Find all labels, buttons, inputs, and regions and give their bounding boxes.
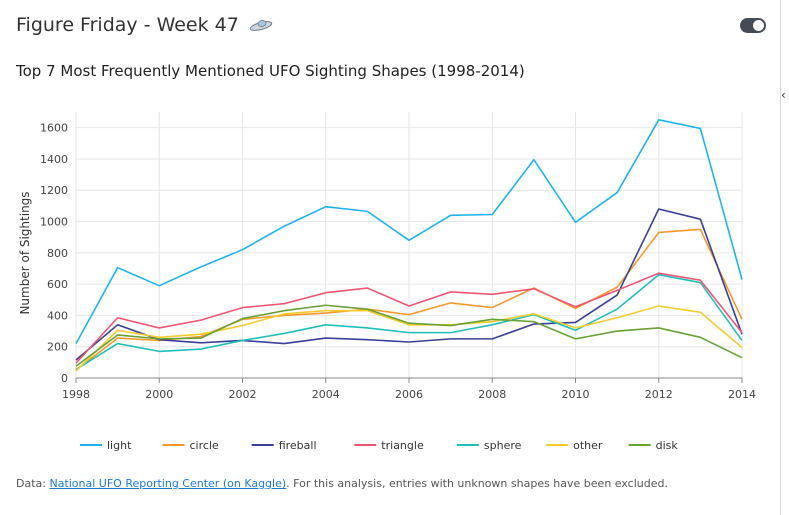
series-line-light: [75, 119, 743, 344]
x-tick-label: 2010: [562, 388, 590, 401]
x-tick-label: 1998: [62, 388, 90, 401]
ufo-icon: [249, 15, 273, 37]
x-tick-label: 2008: [478, 388, 506, 401]
x-tick-label: 2012: [645, 388, 673, 401]
chart-axes: 0 200 400 600 800 1000 1200 1400 1600 1998 2000 200…: [18, 122, 756, 401]
legend-label-fireball: fireball: [279, 439, 317, 452]
data-source-link[interactable]: National UFO Reporting Center (on Kaggle…: [49, 477, 287, 490]
page-title: Figure Friday - Week 47: [16, 14, 273, 37]
legend-label-triangle: triangle: [381, 439, 424, 452]
y-axis-label: Number of Sightings: [18, 191, 32, 314]
toggle-knob: [753, 20, 764, 31]
series-line-other: [75, 305, 743, 372]
chart-title: Top 7 Most Frequently Mentioned UFO Sigh…: [16, 62, 525, 80]
y-tick-label: 0: [61, 372, 68, 385]
y-tick-label: 200: [47, 341, 68, 354]
y-tick-label: 1600: [40, 122, 68, 135]
page-title-text: Figure Friday - Week 47: [16, 14, 239, 36]
series-line-disk: [75, 304, 743, 367]
series-line-triangle: [75, 272, 743, 364]
legend-label-light: light: [107, 439, 132, 452]
chevron-left-icon[interactable]: ‹: [781, 88, 786, 102]
y-tick-label: 1400: [40, 153, 68, 166]
panel-divider: [780, 0, 781, 515]
y-tick-label: 1200: [40, 184, 68, 197]
x-tick-label: 2000: [145, 388, 173, 401]
series-line-fireball: [75, 208, 743, 361]
series-line-sphere: [75, 273, 743, 371]
legend-label-disk: disk: [656, 439, 679, 452]
legend-label-circle: circle: [190, 439, 219, 452]
y-tick-label: 800: [47, 247, 68, 260]
data-source-note: Data: National UFO Reporting Center (on …: [16, 477, 668, 490]
legend-label-sphere: sphere: [484, 439, 522, 452]
x-tick-label: 2014: [728, 388, 756, 401]
x-tick-label: 2006: [395, 388, 423, 401]
legend-label-other: other: [573, 439, 603, 452]
footer-prefix: Data:: [16, 477, 50, 490]
y-tick-label: 600: [47, 278, 68, 291]
y-tick-label: 400: [47, 309, 68, 322]
chart-series: [75, 119, 743, 372]
line-chart: 0 200 400 600 800 1000 1200 1400 1600 1998 2000 200…: [18, 112, 756, 452]
theme-toggle[interactable]: [740, 18, 766, 33]
x-tick-label: 2002: [229, 388, 257, 401]
chart-legend: light circle fireball triangle sphere other di…: [80, 439, 678, 452]
y-tick-label: 1000: [40, 216, 68, 229]
footer-suffix: . For this analysis, entries with unknow…: [286, 477, 668, 490]
x-tick-label: 2004: [312, 388, 340, 401]
